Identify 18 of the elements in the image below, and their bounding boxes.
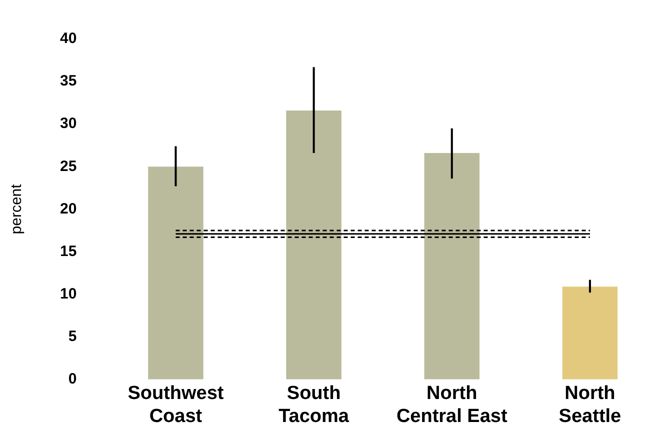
y-tick-label: 40 [60, 30, 77, 48]
y-axis-title: percent [8, 183, 26, 234]
x-tick-label: South Tacoma [278, 383, 350, 427]
x-tick-label: North Central East [396, 383, 508, 427]
bar [148, 166, 204, 380]
y-tick-label: 10 [60, 285, 77, 302]
bar [562, 286, 618, 380]
y-tick-label: 15 [60, 242, 77, 260]
y-tick-label: 25 [60, 158, 77, 175]
y-tick-label: 5 [68, 328, 77, 345]
y-tick-label: 30 [60, 115, 77, 132]
y-tick-label: 35 [60, 72, 77, 90]
y-tick-label: 0 [68, 370, 77, 388]
bar [286, 110, 342, 380]
bar [424, 153, 480, 380]
x-tick-label: Southwest Coast [128, 383, 224, 427]
y-tick-label: 20 [60, 200, 77, 218]
x-tick-label: North Seattle [558, 383, 622, 427]
